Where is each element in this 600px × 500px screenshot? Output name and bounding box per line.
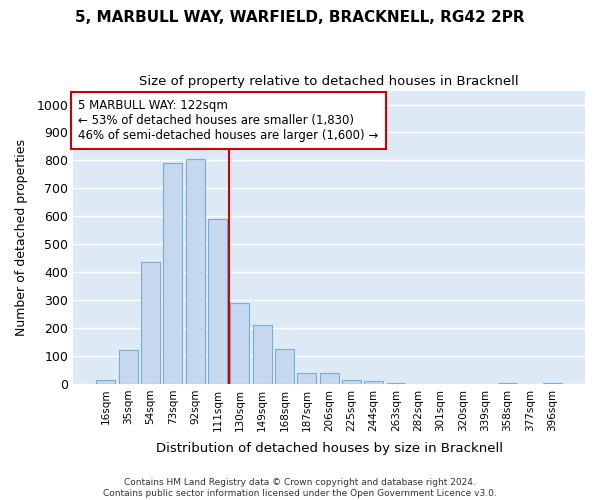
- Text: 5 MARBULL WAY: 122sqm
← 53% of detached houses are smaller (1,830)
46% of semi-d: 5 MARBULL WAY: 122sqm ← 53% of detached …: [78, 100, 379, 142]
- Text: Contains HM Land Registry data © Crown copyright and database right 2024.
Contai: Contains HM Land Registry data © Crown c…: [103, 478, 497, 498]
- Bar: [320, 372, 338, 384]
- Bar: [498, 382, 517, 384]
- Bar: [230, 303, 249, 384]
- Bar: [342, 380, 361, 384]
- Bar: [364, 381, 383, 384]
- Y-axis label: Number of detached properties: Number of detached properties: [15, 138, 28, 336]
- Bar: [185, 159, 205, 384]
- Title: Size of property relative to detached houses in Bracknell: Size of property relative to detached ho…: [139, 75, 519, 88]
- Bar: [297, 372, 316, 384]
- Bar: [141, 262, 160, 384]
- Bar: [119, 350, 137, 384]
- Bar: [253, 325, 272, 384]
- X-axis label: Distribution of detached houses by size in Bracknell: Distribution of detached houses by size …: [155, 442, 503, 455]
- Text: 5, MARBULL WAY, WARFIELD, BRACKNELL, RG42 2PR: 5, MARBULL WAY, WARFIELD, BRACKNELL, RG4…: [75, 10, 525, 25]
- Bar: [97, 380, 115, 384]
- Bar: [543, 382, 562, 384]
- Bar: [208, 219, 227, 384]
- Bar: [163, 163, 182, 384]
- Bar: [386, 382, 406, 384]
- Bar: [275, 349, 294, 384]
